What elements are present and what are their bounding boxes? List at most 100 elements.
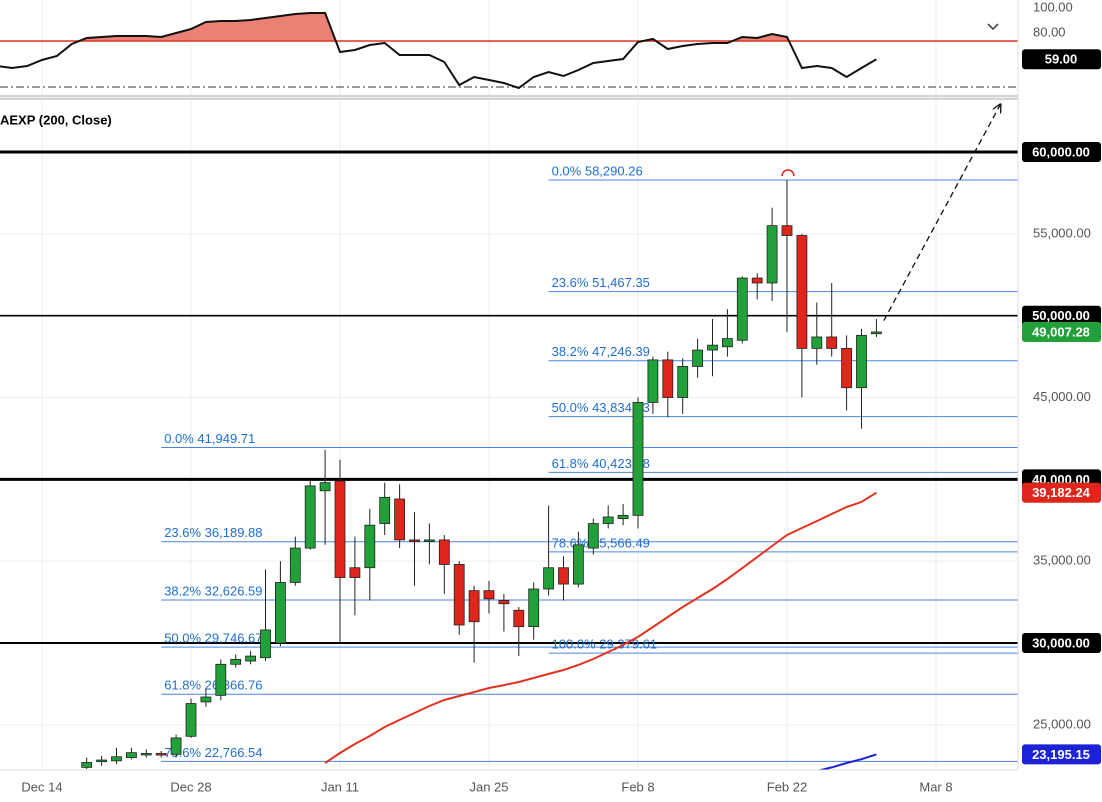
y-tick-label: 35,000.00 (1033, 553, 1091, 568)
x-tick-label: Jan 25 (469, 779, 508, 794)
fib-label: 61.8% 26,866.76 (164, 678, 262, 693)
candle-body (483, 590, 495, 600)
price-line-badge-text: 30,000.00 (1032, 635, 1090, 650)
fib-label: 23.6% 36,189.88 (164, 525, 262, 540)
candle-body (736, 277, 748, 341)
price-line-badge (1022, 142, 1101, 163)
candle-body (647, 359, 659, 403)
candle-body (617, 514, 629, 520)
candle-body (185, 703, 197, 737)
candle-body (528, 588, 540, 628)
price-panel: 0.0% 41,949.71 23.6% 36,189.88 38.2% 32,62… (0, 105, 1018, 770)
fib-label: 100.0% 29,379.61 (552, 637, 658, 652)
candle-body (796, 235, 808, 349)
candle-body (498, 600, 510, 605)
candle-body (558, 567, 569, 585)
indicator-tick-label: 100.00 (1033, 0, 1073, 14)
fib-label: 23.6% 51,467.35 (552, 275, 650, 290)
candle-body (140, 753, 152, 756)
candle-body (766, 225, 778, 284)
candle-body (245, 655, 257, 662)
candle-body (781, 225, 793, 236)
overlay-line (816, 753, 877, 770)
candle-body (319, 482, 331, 492)
y-tick-label: 45,000.00 (1033, 389, 1091, 404)
price-badge (1022, 321, 1101, 342)
candle-body (274, 582, 286, 644)
candle-body (468, 590, 480, 623)
price-badge-text: 23,195.15 (1032, 747, 1090, 762)
fib-label: 78.6% 22,766.54 (164, 745, 262, 760)
collapse-button[interactable] (987, 23, 999, 31)
candle-body (81, 762, 93, 768)
indicator-tick-label: 80.00 (1033, 24, 1066, 39)
candle-body (96, 759, 107, 763)
candle-body (871, 331, 882, 335)
candle-body (453, 564, 465, 626)
candle-body (155, 753, 167, 756)
candle-body (811, 336, 823, 349)
x-tick-label: Jan 11 (321, 779, 359, 794)
price-line-badge (1022, 305, 1101, 326)
price-line-badge (1022, 633, 1101, 654)
candle-body (230, 658, 242, 665)
y-tick-label: 55,000.00 (1033, 225, 1091, 240)
x-tick-label: Feb 8 (621, 779, 654, 794)
indicator-line (0, 12, 877, 90)
candle-body (722, 338, 733, 348)
axis: Dec 14 Dec 28 Jan 11 Jan 25 Feb 8 Feb 22 Mar 8… (21, 0, 1101, 794)
panel-separator (0, 95, 1018, 100)
x-tick-label: Mar 8 (919, 779, 952, 794)
candle-body (707, 344, 718, 351)
overlay-line (324, 491, 877, 764)
fib-label: 78.6% 35,566.49 (552, 535, 650, 550)
projection-line (883, 105, 1000, 321)
candle-body (334, 480, 346, 578)
candle-body (423, 539, 435, 542)
fib-label: 61.8% 40,423.48 (552, 456, 650, 471)
fib-label: 50.0% 43,834.93 (552, 400, 650, 415)
indicator-badge-text: 59.00 (1045, 52, 1078, 67)
candle-body (543, 567, 554, 590)
candle-body (841, 348, 852, 389)
candle-body (602, 516, 614, 524)
indicator-badge (1022, 49, 1101, 70)
candle-body (200, 696, 212, 703)
price-badge-text: 49,007.28 (1032, 324, 1090, 339)
candle-body (751, 277, 763, 284)
candle-body (289, 547, 301, 583)
candle-body (364, 524, 376, 569)
price-badge (1022, 482, 1101, 503)
study-label: AEXP (200, Close) (0, 112, 112, 127)
fib-label: 50.0% 29,746.67 (164, 631, 262, 646)
x-tick-label: Feb 22 (767, 779, 807, 794)
x-tick-label: Dec 14 (21, 779, 62, 794)
candle-body (394, 498, 406, 541)
indicator-panel (0, 12, 1018, 90)
candle-body (826, 336, 838, 349)
high-marker (781, 169, 795, 177)
candle-body (662, 359, 674, 398)
y-tick-label: 25,000.00 (1033, 716, 1091, 731)
candle-body (379, 496, 391, 524)
price-line-badge-text: 60,000.00 (1032, 144, 1090, 159)
candle-body (573, 544, 584, 585)
candle-body (632, 402, 644, 516)
price-line-badge-text: 50,000.00 (1032, 308, 1090, 323)
candle-body (856, 334, 867, 389)
candle-body (349, 567, 361, 578)
candle-body (304, 485, 316, 549)
grid (0, 0, 1018, 770)
candle-body (126, 752, 137, 758)
candle-body (438, 539, 450, 565)
candle-body (111, 756, 122, 762)
candle-body (215, 663, 227, 696)
fib-label: 0.0% 58,290.26 (552, 163, 643, 178)
candle-body (677, 366, 689, 398)
candle-body (692, 349, 703, 367)
candle-body (587, 523, 599, 549)
fib-label: 0.0% 41,949.71 (164, 431, 255, 446)
indicator-fill (0, 13, 877, 41)
